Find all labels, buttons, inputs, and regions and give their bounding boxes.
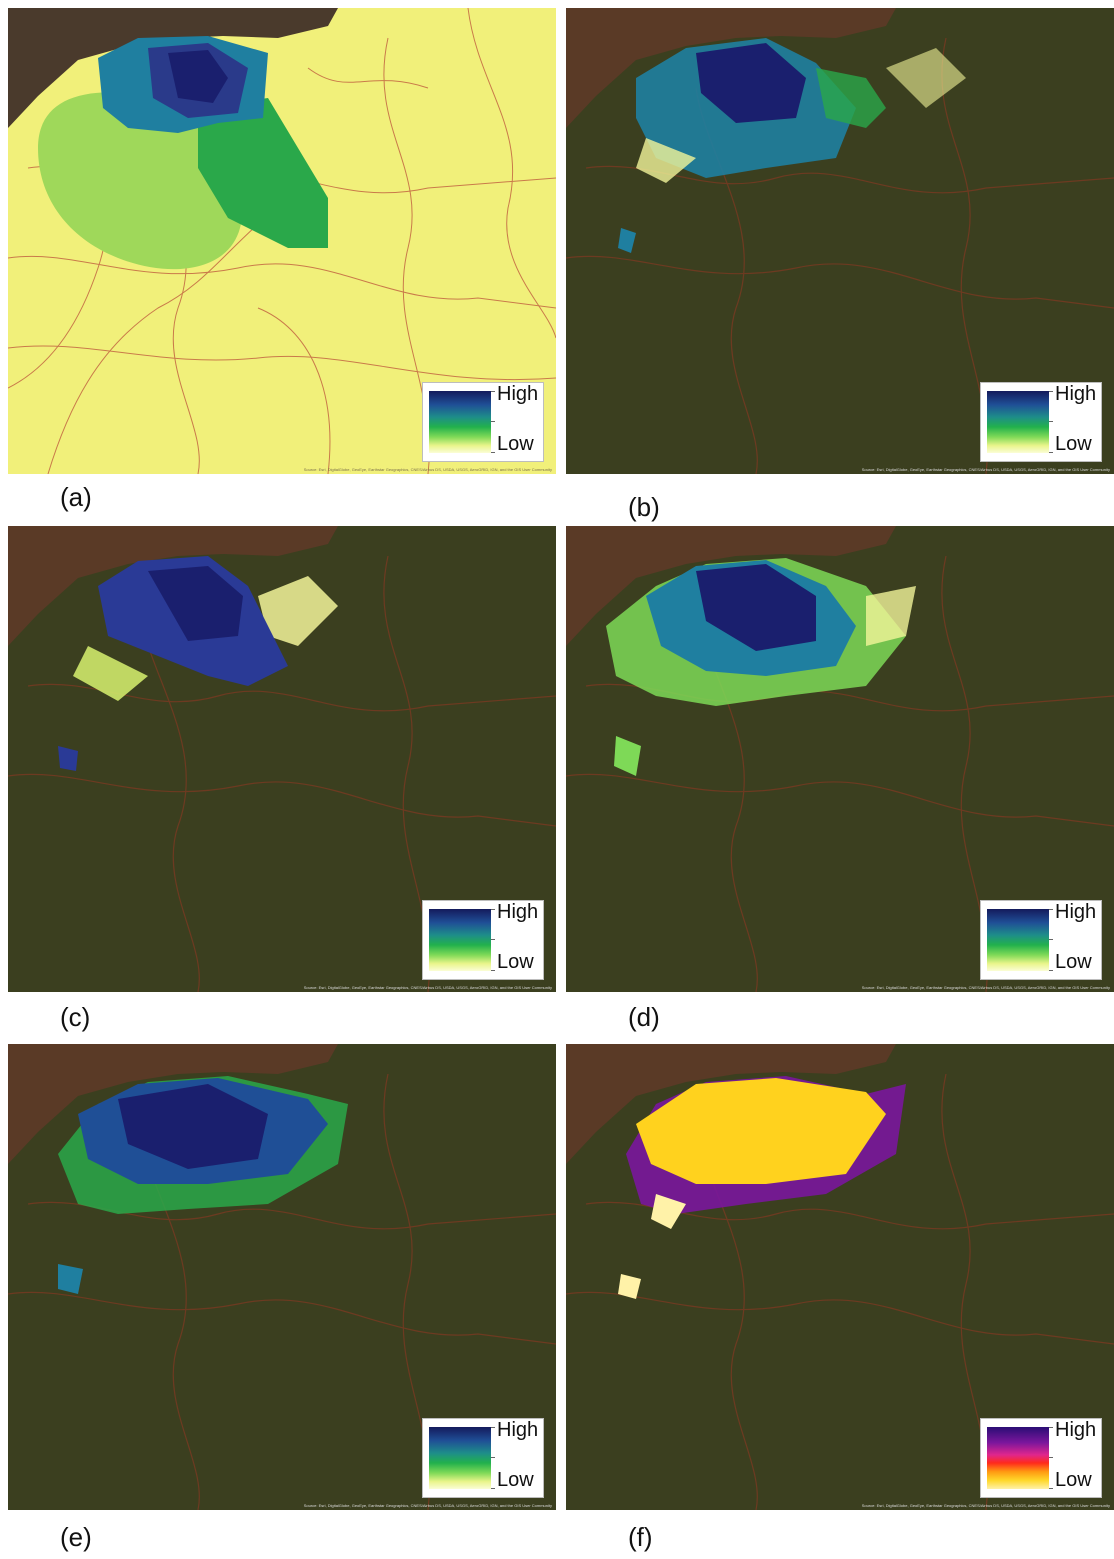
panel-label-a: (a): [60, 482, 92, 512]
legend-low-label: Low: [497, 1469, 534, 1491]
panel-label-e: (e): [60, 1522, 92, 1552]
legend-low-label: Low: [1055, 1469, 1092, 1491]
map-credit: Source: Esri, DigitalGlobe, GeoEye, Eart…: [303, 1503, 552, 1508]
map-panel-f: Source: Esri, DigitalGlobe, GeoEye, Eart…: [566, 1044, 1114, 1510]
legend-low-label: Low: [1055, 433, 1092, 455]
map-credit: Source: Esri, DigitalGlobe, GeoEye, Eart…: [861, 1503, 1110, 1508]
legend-high-label: High: [497, 383, 539, 405]
map-credit: Source: Esri, DigitalGlobe, GeoEye, Eart…: [303, 467, 552, 472]
color-ramp: [987, 391, 1049, 453]
legend-f: High Low: [980, 1418, 1102, 1498]
map-panel-c: Source: Esri, DigitalGlobe, GeoEye, Eart…: [8, 526, 556, 992]
panel-label-c: (c): [60, 1002, 91, 1032]
legend-b: High Low: [980, 382, 1102, 462]
color-ramp: [429, 1427, 491, 1489]
legend-low-label: Low: [497, 951, 534, 973]
color-ramp: [429, 391, 491, 453]
color-ramp: [987, 909, 1049, 971]
map-credit: Source: Esri, DigitalGlobe, GeoEye, Eart…: [861, 985, 1110, 990]
legend-high-label: High: [497, 901, 539, 923]
map-credit: Source: Esri, DigitalGlobe, GeoEye, Eart…: [303, 985, 552, 990]
color-ramp: [429, 909, 491, 971]
legend-a: High Low: [422, 382, 544, 462]
panel-label-b: (b): [628, 492, 660, 522]
map-panel-a: Source: Esri, DigitalGlobe, GeoEye, Eart…: [8, 8, 556, 474]
legend-d: High Low: [980, 900, 1102, 980]
legend-high-label: High: [497, 1419, 539, 1441]
density-map-c: [8, 526, 556, 992]
legend-high-label: High: [1055, 383, 1097, 405]
legend-c: High Low: [422, 900, 544, 980]
panel-label-f: (f): [628, 1522, 653, 1552]
legend-low-label: Low: [497, 433, 534, 455]
map-credit: Source: Esri, DigitalGlobe, GeoEye, Eart…: [861, 467, 1110, 472]
legend-e: High Low: [422, 1418, 544, 1498]
map-panel-d: Source: Esri, DigitalGlobe, GeoEye, Eart…: [566, 526, 1114, 992]
density-map-a: [8, 8, 556, 474]
legend-low-label: Low: [1055, 951, 1092, 973]
map-panel-b: Source: Esri, DigitalGlobe, GeoEye, Eart…: [566, 8, 1114, 474]
color-ramp: [987, 1427, 1049, 1489]
panel-label-d: (d): [628, 1002, 660, 1032]
map-panel-e: Source: Esri, DigitalGlobe, GeoEye, Eart…: [8, 1044, 556, 1510]
legend-high-label: High: [1055, 1419, 1097, 1441]
legend-high-label: High: [1055, 901, 1097, 923]
